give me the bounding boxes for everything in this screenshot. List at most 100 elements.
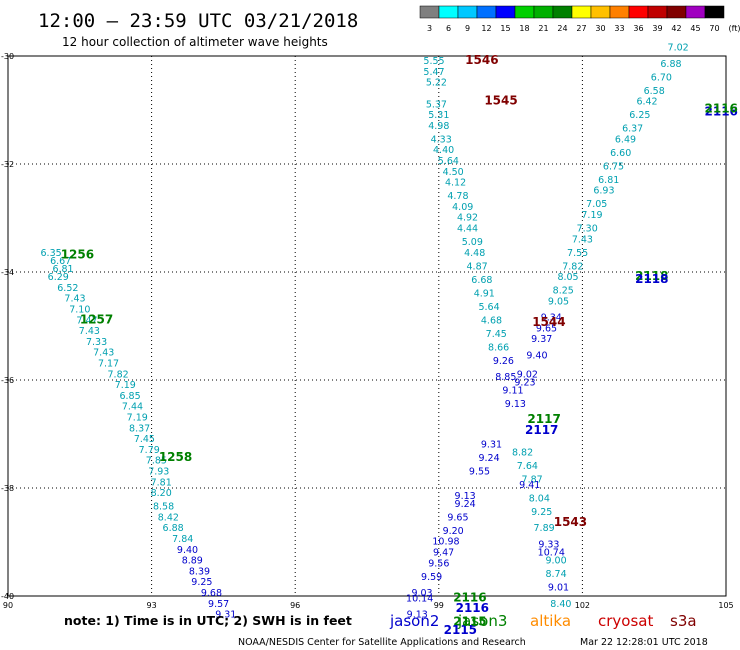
axis-tick-labels: 90 93 96 99 102 105 -30 -32 -34 -36 -38 -40 [1, 52, 734, 610]
wave-height-value: 7.43 [79, 326, 100, 337]
wave-height-value: 6.42 [636, 97, 657, 108]
pass-label: 1543 [554, 515, 587, 529]
wave-height-value: 9.55 [469, 467, 490, 478]
wave-height-value: 6.88 [660, 59, 681, 70]
wave-height-value: 9.40 [526, 350, 547, 361]
wave-height-value: 9.40 [177, 545, 198, 556]
wave-height-value: 9.65 [536, 323, 557, 334]
wave-height-value: 9.25 [531, 507, 552, 518]
pass-label: 1257 [80, 312, 113, 326]
satellite-name: s3a [670, 612, 697, 630]
wave-height-value: 7.19 [115, 380, 136, 391]
wave-height-value: 7.85 [146, 456, 167, 467]
wave-height-value: 7.82 [108, 369, 129, 380]
wave-height-value: 4.44 [457, 224, 478, 235]
wave-height-value: 8.39 [189, 566, 210, 577]
wave-height-value: 8.82 [512, 448, 533, 459]
legend-label: 3 [427, 24, 432, 33]
wave-height-value: 7.45 [134, 434, 155, 445]
wave-height-value: 6.81 [598, 175, 619, 186]
legend-swatch [514, 5, 535, 19]
wave-height-value: 7.45 [486, 329, 507, 340]
y-tick-label: -30 [1, 52, 14, 61]
wave-height-value: 6.37 [622, 124, 643, 135]
legend-swatch [533, 5, 554, 19]
pass-label: 2118 [635, 269, 668, 283]
wave-height-value: 8.20 [151, 488, 172, 499]
wave-height-value: 7.55 [567, 248, 588, 259]
wave-height-value: 6.58 [644, 86, 665, 97]
wave-height-value: 7.82 [562, 261, 583, 272]
wave-height-value: 8.05 [557, 272, 578, 283]
x-tick-label: 105 [718, 601, 733, 610]
wave-height-value: 8.40 [550, 599, 571, 610]
wave-height-value: 9.31 [481, 440, 502, 451]
wave-height-value: 7.44 [122, 402, 143, 413]
wave-height-value: 4.12 [445, 178, 466, 189]
wave-height-value: 6.25 [629, 110, 650, 121]
wave-height-value: 9.47 [433, 548, 454, 559]
wave-height-value: 7.84 [172, 534, 193, 545]
plot-frame [7, 55, 727, 597]
legend-swatch [704, 5, 725, 19]
legend-label: 33 [614, 24, 624, 33]
y-tick-label: -36 [1, 376, 14, 385]
wave-height-values: 6.356.676.816.296.527.437.107.477.437.33… [41, 43, 689, 621]
wave-height-value: 9.11 [502, 386, 523, 397]
wave-height-value: 9.59 [421, 572, 442, 583]
wave-height-value: 4.78 [447, 191, 468, 202]
wave-height-value: 9.03 [411, 588, 432, 599]
wave-height-value: 7.19 [581, 210, 602, 221]
wave-height-value: 7.19 [127, 413, 148, 424]
pass-label: 2116 [456, 601, 489, 615]
satellite-name: altika [530, 612, 571, 630]
wave-height-value: 9.13 [505, 399, 526, 410]
wave-height-value: 9.41 [519, 480, 540, 491]
wave-height-value: 7.79 [139, 445, 160, 456]
legend-label: 18 [519, 24, 529, 33]
wave-height-value: 9.57 [208, 599, 229, 610]
x-tick-label: 93 [147, 601, 157, 610]
legend-label: 24 [557, 24, 567, 33]
wave-height-value: 10.14 [406, 593, 433, 604]
legend-swatch [628, 5, 649, 19]
wave-height-value: 9.37 [531, 334, 552, 345]
wave-height-value: 7.10 [69, 305, 90, 316]
wave-height-value: 7.02 [668, 43, 689, 54]
wave-height-value: 9.56 [428, 558, 449, 569]
x-tick-label: 99 [434, 601, 444, 610]
wave-height-value: 5.37 [426, 99, 447, 110]
pass-label: 1545 [484, 94, 517, 108]
legend-swatch [495, 5, 516, 19]
legend-label: 42 [671, 24, 681, 33]
wave-height-value: 8.58 [153, 502, 174, 513]
pass-label: 2116 [453, 590, 486, 604]
pass-label: 2115 [444, 623, 477, 637]
x-tick-label: 102 [575, 601, 590, 610]
pass-label: 2117 [527, 412, 560, 426]
wave-height-value: 9.26 [493, 356, 514, 367]
wave-height-value: 10.74 [538, 548, 565, 559]
wave-height-value: 9.24 [478, 453, 499, 464]
legend-label: 9 [465, 24, 470, 33]
pass-label: 1258 [159, 450, 192, 464]
pass-label: 2115 [453, 615, 486, 629]
legend-label: 12 [481, 24, 491, 33]
legend-label: 39 [652, 24, 662, 33]
wave-height-value: 7.17 [98, 359, 119, 370]
wave-height-value: 7.33 [86, 337, 107, 348]
legend-swatch [590, 5, 611, 19]
wave-height-value: 7.64 [517, 461, 538, 472]
x-tick-label: 96 [290, 601, 300, 610]
pass-label: 2116 [705, 104, 738, 118]
legend-swatch [457, 5, 478, 19]
wave-height-value: 7.43 [64, 294, 85, 305]
pass-label: 2118 [635, 272, 668, 286]
legend-swatch [419, 5, 440, 19]
wave-height-value: 4.33 [431, 134, 452, 145]
satellite-name: cryosat [598, 612, 653, 630]
legend-swatch [609, 5, 630, 19]
satellite-key: jason2 jason3 altika cryosat s3a [389, 612, 697, 630]
wave-height-value: 6.60 [610, 148, 631, 159]
